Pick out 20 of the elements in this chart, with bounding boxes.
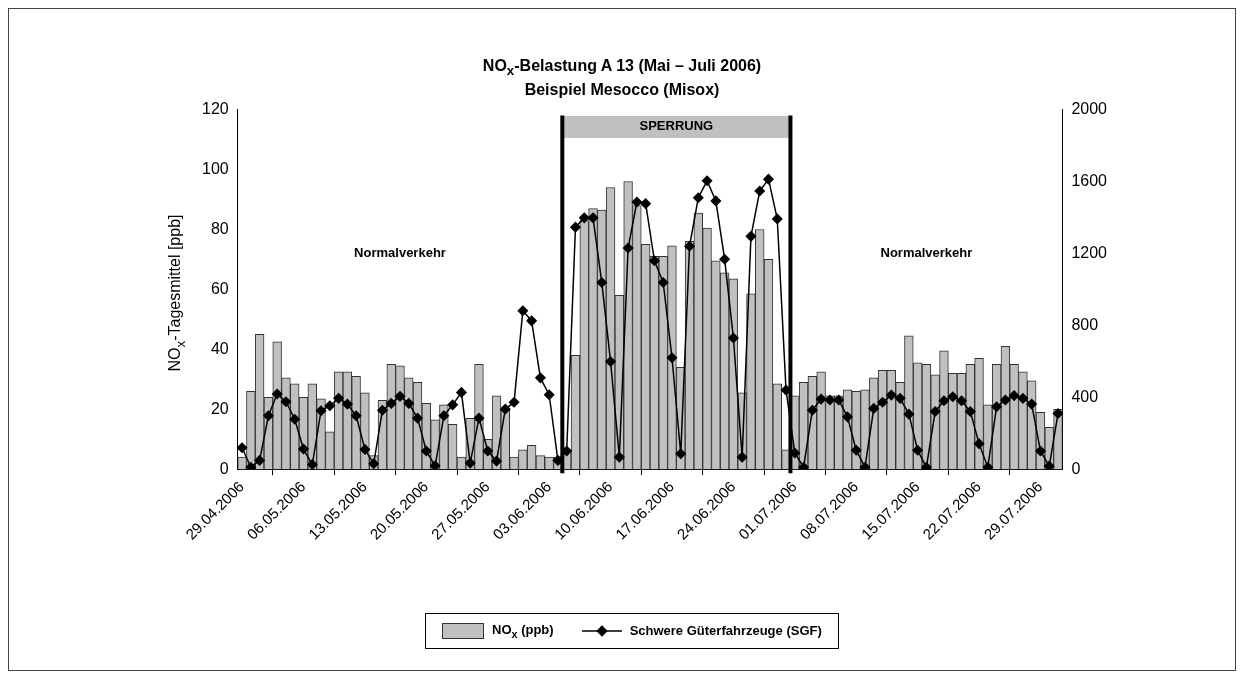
y2-tick-label: 400 xyxy=(1071,387,1099,405)
chart-title: NO$_{x}$-Belastung A 13 (Mai – Juli 2006) xyxy=(481,56,763,81)
legend-label: Schwere Güterfahrzeuge (SGF) xyxy=(629,623,822,639)
y2-tick-label: 800 xyxy=(1071,315,1099,333)
annotation: SPERRUNG xyxy=(639,118,714,134)
y-tick-label: 100 xyxy=(201,159,229,177)
y2-tick-label: 2000 xyxy=(1071,100,1108,118)
y2-tick-label: 0 xyxy=(1071,459,1081,477)
chart-subtitle: Beispiel Mesocco (Misox) xyxy=(523,80,721,100)
y-tick-label: 60 xyxy=(210,279,229,297)
annotation: Normalverkehr xyxy=(354,245,446,261)
y-tick-label: 40 xyxy=(210,339,229,357)
y2-tick-label: 1200 xyxy=(1071,243,1108,261)
y-tick-label: 120 xyxy=(201,100,229,118)
y-tick-label: 20 xyxy=(210,399,229,417)
annotation: Normalverkehr xyxy=(880,245,973,261)
y-tick-label: 0 xyxy=(219,459,229,477)
y-tick-label: 80 xyxy=(210,219,229,237)
y2-tick-label: 1600 xyxy=(1071,171,1108,189)
legend-label: NO$_{x}$ (ppb) xyxy=(492,622,554,640)
